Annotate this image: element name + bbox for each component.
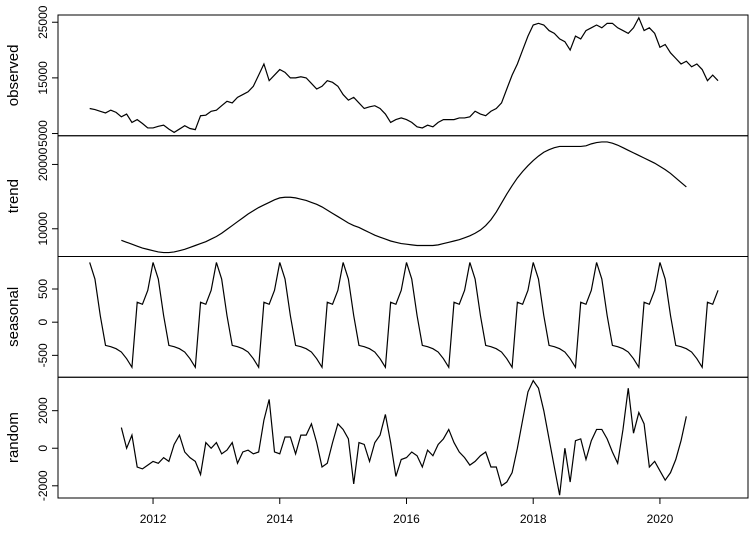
series-line <box>121 141 687 254</box>
y-tick-label: 25000 <box>36 5 50 39</box>
y-tick-label: 10000 <box>36 212 50 246</box>
series-line <box>89 262 719 370</box>
x-tick-label: 2020 <box>647 512 674 526</box>
panel-frame <box>57 135 749 257</box>
panel-frame <box>57 376 749 499</box>
series-line <box>120 379 687 496</box>
y-tick-label: 20000 <box>36 147 50 181</box>
x-tick-label: 2018 <box>520 512 547 526</box>
y-tick-label: 0 <box>36 319 50 326</box>
y-axis-label: seasonal <box>5 287 22 347</box>
y-tick-label: 500 <box>36 279 50 299</box>
y-tick-label: -2000 <box>36 470 50 501</box>
y-axis-label: random <box>5 412 22 463</box>
y-tick-label: 0 <box>36 445 50 452</box>
x-tick-label: 2016 <box>393 512 420 526</box>
x-tick-label: 2014 <box>266 512 293 526</box>
y-axis-label: trend <box>5 179 22 213</box>
y-tick-label: -500 <box>36 343 50 367</box>
y-tick-label: 15000 <box>36 61 50 95</box>
y-axis-label: observed <box>5 45 22 107</box>
x-tick-label: 2012 <box>140 512 167 526</box>
panel-frame <box>57 256 749 378</box>
y-tick-label: 5000 <box>36 120 50 147</box>
series-line <box>89 16 719 134</box>
y-tick-label: 2000 <box>36 397 50 424</box>
panel-frame <box>57 14 749 137</box>
